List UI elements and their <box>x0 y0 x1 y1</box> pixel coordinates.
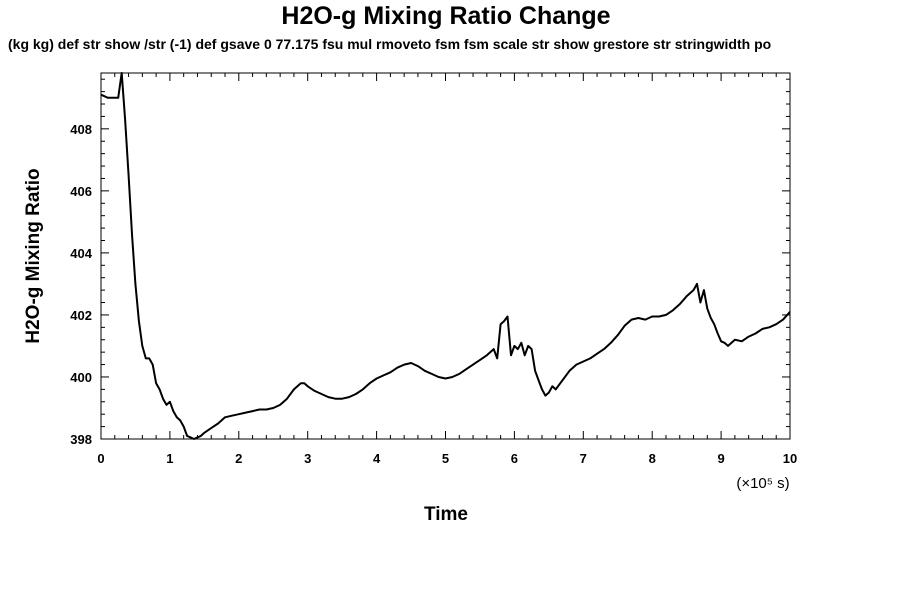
x-tick-label: 10 <box>783 451 797 466</box>
y-tick-label: 408 <box>70 122 92 137</box>
x-tick-label: 3 <box>304 451 311 466</box>
x-tick-label: 4 <box>373 451 381 466</box>
x-tick-label: 1 <box>166 451 173 466</box>
y-tick-label: 400 <box>70 370 92 385</box>
x-tick-label: 5 <box>442 451 449 466</box>
x-axis-title: Time <box>424 504 468 525</box>
y-tick-label: 406 <box>70 184 92 199</box>
x-tick-label: 7 <box>580 451 587 466</box>
x-tick-label: 8 <box>649 451 656 466</box>
tick-marks <box>100 73 791 440</box>
y-tick-label: 398 <box>70 432 92 447</box>
x-tick-label: 6 <box>511 451 518 466</box>
y-tick-label: 404 <box>70 246 92 261</box>
y-tick-label: 402 <box>70 308 92 323</box>
x-tick-label: 2 <box>235 451 242 466</box>
x-tick-label: 9 <box>717 451 724 466</box>
y-tick-labels: 398 400 402 404 406 408 <box>70 122 92 447</box>
y-axis-title: H2O-g Mixing Ratio <box>23 168 44 343</box>
series-line <box>100 72 791 440</box>
x-tick-label: 0 <box>97 451 104 466</box>
chart-subtitle: (kg kg) def str show /str (-1) def gsave… <box>8 36 772 52</box>
x-axis-unit-label: (×10⁵ s) <box>736 475 789 492</box>
chart-title: H2O-g Mixing Ratio Change <box>281 2 611 30</box>
plot-frame <box>100 72 791 440</box>
x-tick-labels: 0 1 2 3 4 5 6 7 8 9 10 <box>97 451 797 466</box>
